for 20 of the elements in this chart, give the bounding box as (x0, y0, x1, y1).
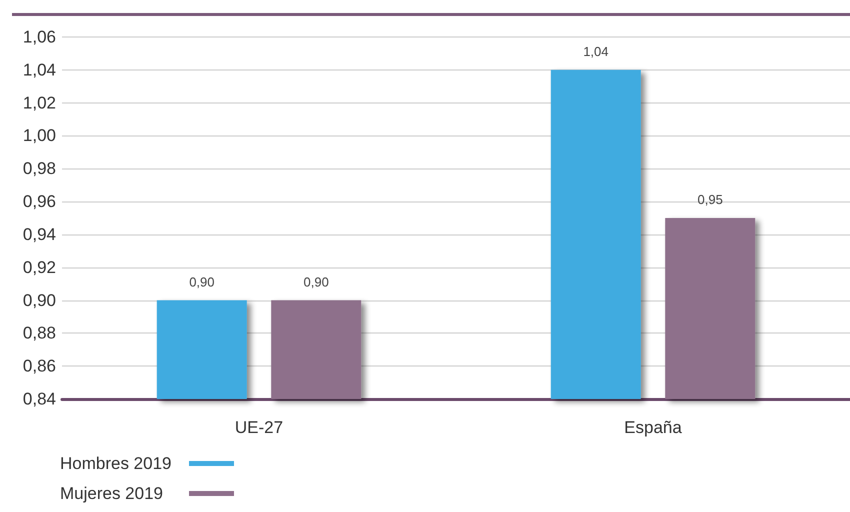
y-tick-label: 0,88 (22, 324, 56, 343)
y-tick-label: 1,02 (22, 93, 56, 112)
y-tick-label: 0,96 (22, 192, 56, 212)
y-tick-label: 1,06 (22, 28, 56, 46)
legend-label: Hombres 2019 (60, 454, 172, 473)
data-label: 1,04 (583, 44, 609, 59)
y-tick-label: 0,94 (22, 224, 56, 244)
y-tick-label: 0,90 (22, 290, 56, 310)
x-tick-label: UE-27 (234, 418, 284, 437)
y-tick-label: 1,04 (22, 60, 56, 80)
x-tick-label: España (624, 418, 682, 437)
y-tick-label: 1,00 (22, 126, 56, 146)
data-label: 0,95 (697, 192, 723, 207)
y-tick-label: 0,86 (22, 356, 56, 376)
legend-label: Mujeres 2019 (60, 484, 164, 503)
y-tick-label: 0,84 (22, 390, 56, 408)
y-tick-label: 0,92 (22, 258, 56, 277)
data-label: 0,90 (189, 274, 215, 290)
y-tick-label: 0,98 (22, 159, 56, 178)
data-label: 0,90 (303, 274, 329, 290)
